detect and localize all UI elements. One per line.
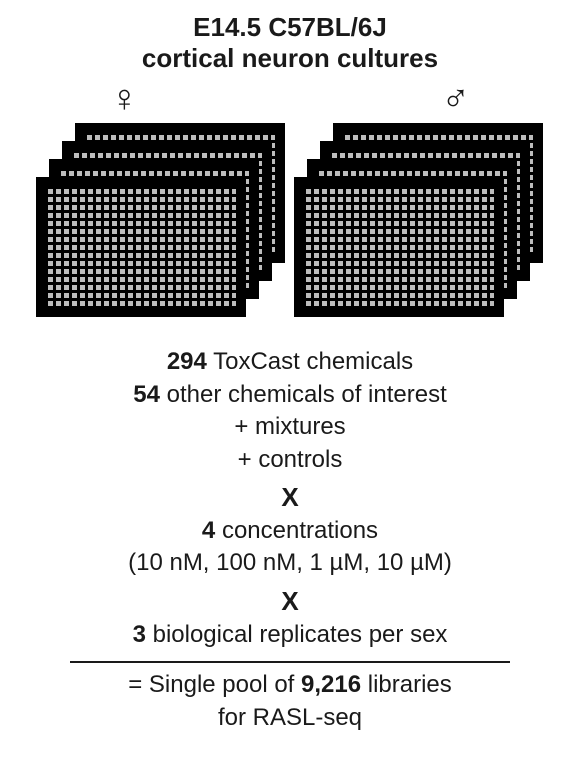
well-plate <box>36 177 246 317</box>
result-mid: libraries <box>361 671 452 698</box>
controls-line: + controls <box>133 444 447 476</box>
female-symbol: ♀ <box>110 78 139 121</box>
replicates-block: 3 biological replicates per sex <box>133 619 448 651</box>
conc-label: concentrations <box>215 517 378 544</box>
multiply-2: X <box>281 586 298 617</box>
result-line2: for RASL-seq <box>218 704 362 731</box>
conc-line: 4 concentrations <box>128 515 452 547</box>
plate-stack-female <box>36 123 286 328</box>
reps-label: biological replicates per sex <box>146 621 448 648</box>
divider-line <box>70 661 510 663</box>
multiply-1: X <box>281 482 298 513</box>
title-line-2: cortical neuron cultures <box>142 43 438 73</box>
chemicals-block: 294 ToxCast chemicals 54 other chemicals… <box>133 346 447 476</box>
other-chemicals-line: 54 other chemicals of interest <box>133 379 447 411</box>
plate-stack-male <box>294 123 544 328</box>
well-plate <box>294 177 504 317</box>
other-count: 54 <box>133 381 160 408</box>
reps-line: 3 biological replicates per sex <box>133 619 448 651</box>
title-line-1: E14.5 C57BL/6J <box>193 12 387 42</box>
reps-count: 3 <box>133 621 146 648</box>
result-prefix: = Single pool of <box>128 671 301 698</box>
toxcast-label: ToxCast chemicals <box>207 348 413 375</box>
result-block: = Single pool of 9,216 libraries for RAS… <box>128 669 452 734</box>
result-count: 9,216 <box>301 671 361 698</box>
toxcast-line: 294 ToxCast chemicals <box>133 346 447 378</box>
plate-stacks-row <box>20 123 560 328</box>
concentrations-block: 4 concentrations (10 nM, 100 nM, 1 µM, 1… <box>128 515 452 580</box>
mixtures-line: + mixtures <box>133 411 447 443</box>
conc-count: 4 <box>202 517 215 544</box>
toxcast-count: 294 <box>167 348 207 375</box>
other-label: other chemicals of interest <box>160 381 447 408</box>
conc-values: (10 nM, 100 nM, 1 µM, 10 µM) <box>128 547 452 579</box>
male-symbol: ♂ <box>442 78 471 121</box>
sex-symbol-row: ♀ ♂ <box>20 78 560 121</box>
figure-title: E14.5 C57BL/6J cortical neuron cultures <box>142 12 438 74</box>
